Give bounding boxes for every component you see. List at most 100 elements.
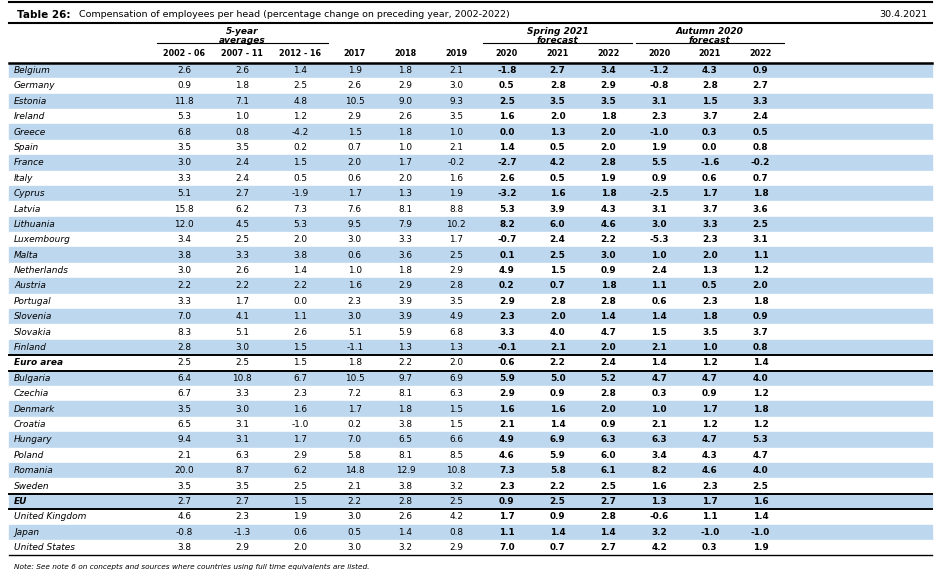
Text: Germany: Germany (14, 82, 56, 90)
Text: 2.0: 2.0 (294, 543, 308, 552)
Bar (9, 525, 932, 540)
Text: 4.7: 4.7 (651, 374, 667, 383)
Text: 0.9: 0.9 (550, 389, 566, 398)
Text: 3.3: 3.3 (235, 389, 249, 398)
Text: 0.3: 0.3 (702, 128, 718, 136)
Text: Euro area: Euro area (14, 359, 63, 367)
Text: Lithuania: Lithuania (14, 220, 56, 229)
Text: 2.8: 2.8 (600, 389, 616, 398)
Text: 3.8: 3.8 (294, 251, 308, 259)
Text: 1.8: 1.8 (398, 405, 412, 413)
Text: 20.0: 20.0 (174, 466, 194, 475)
Text: 6.3: 6.3 (449, 389, 463, 398)
Text: -5.3: -5.3 (649, 236, 669, 244)
Text: 3.0: 3.0 (348, 236, 361, 244)
Text: 3.0: 3.0 (651, 220, 667, 229)
Text: 7.0: 7.0 (177, 312, 191, 321)
Text: 2.3: 2.3 (702, 236, 718, 244)
Text: 1.2: 1.2 (702, 420, 718, 429)
Bar (9, 463, 932, 478)
Text: 1.7: 1.7 (348, 189, 361, 198)
Text: 5.9: 5.9 (550, 451, 566, 460)
Text: 9.5: 9.5 (348, 220, 361, 229)
Text: 2.0: 2.0 (600, 128, 616, 136)
Text: 2.5: 2.5 (499, 97, 515, 106)
Text: 0.5: 0.5 (550, 174, 566, 182)
Text: 1.7: 1.7 (235, 297, 249, 306)
Bar (9, 494, 932, 509)
Text: 2.1: 2.1 (651, 343, 667, 352)
Text: 2.2: 2.2 (550, 482, 566, 490)
Text: Sweden: Sweden (14, 482, 50, 490)
Text: -0.2: -0.2 (448, 159, 465, 167)
Text: 2012 - 16: 2012 - 16 (279, 48, 322, 58)
Text: 2.4: 2.4 (753, 112, 769, 121)
Text: 4.6: 4.6 (702, 466, 718, 475)
Text: 1.3: 1.3 (702, 266, 718, 275)
Text: 2.7: 2.7 (600, 497, 616, 506)
Text: 3.5: 3.5 (235, 482, 249, 490)
Text: 2.0: 2.0 (449, 359, 463, 367)
Text: 1.4: 1.4 (753, 512, 769, 521)
Text: 3.3: 3.3 (177, 174, 191, 182)
Text: 0.9: 0.9 (651, 174, 667, 182)
Text: -0.1: -0.1 (497, 343, 517, 352)
Bar (9, 155, 932, 171)
Text: 2.3: 2.3 (702, 297, 718, 306)
Text: 0.5: 0.5 (702, 282, 718, 290)
Text: 0.6: 0.6 (348, 251, 361, 259)
Text: 0.6: 0.6 (702, 174, 718, 182)
Text: 2.5: 2.5 (449, 497, 463, 506)
Text: 1.6: 1.6 (449, 174, 463, 182)
Text: 3.9: 3.9 (398, 312, 412, 321)
Text: Greece: Greece (14, 128, 46, 136)
Text: 2.3: 2.3 (235, 512, 249, 521)
Text: Estonia: Estonia (14, 97, 47, 106)
Text: Luxembourg: Luxembourg (14, 236, 71, 244)
Bar (9, 140, 932, 155)
Text: 1.4: 1.4 (398, 528, 412, 537)
Text: 2.4: 2.4 (651, 266, 667, 275)
Text: 5.3: 5.3 (753, 436, 769, 444)
Text: Denmark: Denmark (14, 405, 56, 413)
Text: 2007 - 11: 2007 - 11 (221, 48, 263, 58)
Text: averages: averages (219, 36, 265, 45)
Text: 3.0: 3.0 (348, 512, 361, 521)
Text: -1.0: -1.0 (751, 528, 770, 537)
Text: 0.8: 0.8 (235, 128, 249, 136)
Text: 2021: 2021 (547, 48, 568, 58)
Text: 1.6: 1.6 (651, 482, 667, 490)
Text: 2.5: 2.5 (177, 359, 191, 367)
Text: 1.6: 1.6 (550, 405, 566, 413)
Text: -2.5: -2.5 (649, 189, 669, 198)
Text: 5.0: 5.0 (550, 374, 566, 383)
Bar (9, 94, 932, 109)
Text: 1.8: 1.8 (235, 82, 249, 90)
Text: 2.3: 2.3 (348, 297, 361, 306)
Text: 2.7: 2.7 (753, 82, 769, 90)
Text: forecast: forecast (689, 36, 730, 45)
Text: 1.8: 1.8 (753, 189, 769, 198)
Text: 4.0: 4.0 (550, 328, 566, 336)
Text: 3.5: 3.5 (177, 143, 191, 152)
Bar (9, 278, 932, 294)
Text: -1.9: -1.9 (292, 189, 309, 198)
Text: 8.1: 8.1 (398, 451, 412, 460)
Text: 5.9: 5.9 (499, 374, 515, 383)
Text: 1.8: 1.8 (753, 405, 769, 413)
Text: 4.1: 4.1 (235, 312, 249, 321)
Text: 7.0: 7.0 (348, 436, 361, 444)
Text: 2.2: 2.2 (550, 359, 566, 367)
Text: 8.7: 8.7 (235, 466, 249, 475)
Text: 2.6: 2.6 (348, 82, 361, 90)
Text: 2.7: 2.7 (600, 543, 616, 552)
Text: 3.2: 3.2 (398, 543, 412, 552)
Text: 2.5: 2.5 (449, 251, 463, 259)
Text: 1.5: 1.5 (348, 128, 361, 136)
Text: 3.1: 3.1 (753, 236, 769, 244)
Text: 6.1: 6.1 (600, 466, 616, 475)
Text: France: France (14, 159, 44, 167)
Text: 6.0: 6.0 (550, 220, 566, 229)
Text: Spain: Spain (14, 143, 40, 152)
Text: 7.1: 7.1 (235, 97, 249, 106)
